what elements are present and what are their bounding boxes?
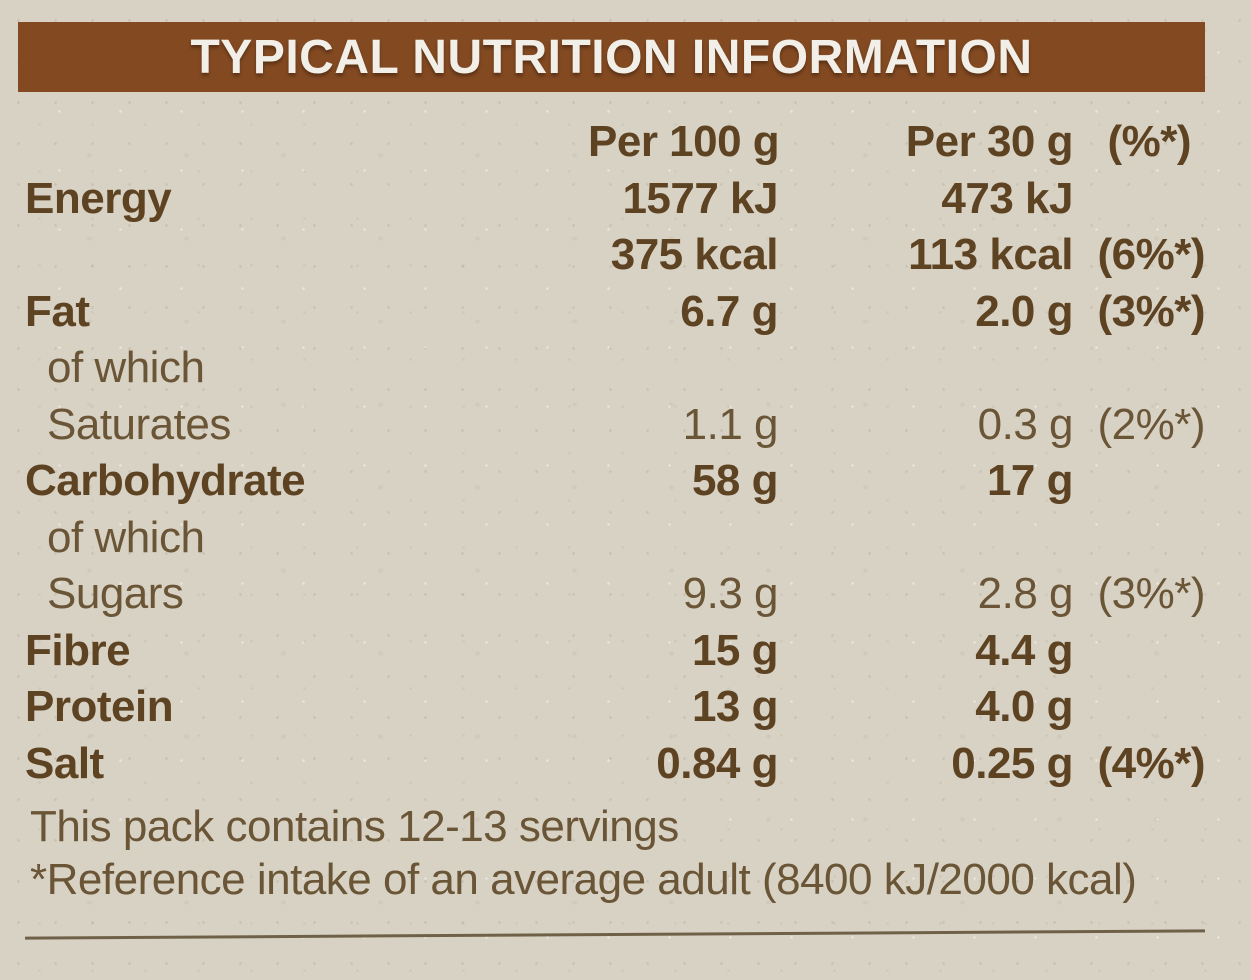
value-per-100g: 6.7 g [680,286,778,336]
nutrient-label: Fibre [25,625,131,675]
nutrient-label: Fat [25,286,90,336]
table-row: Energy 1577 kJ 473 kJ [25,171,1205,228]
value-per-30g: 2.8 g [977,569,1074,619]
nutrient-label: Salt [25,738,104,788]
column-header-per-100g: Per 100 g [588,117,780,167]
table-row: of which [25,510,1205,567]
value-per-100g: 0.84 g [656,738,778,788]
footer-notes: This pack contains 12-13 servings *Refer… [30,800,1220,906]
value-per-100g: 9.3 g [682,569,779,619]
nutrition-table: Per 100 g Per 30 g (%*) Energy 1577 kJ 4… [0,114,1251,792]
table-row: Saturates 1.1 g 0.3 g (2%*) [25,397,1206,454]
table-body: Energy 1577 kJ 473 kJ 375 kcal 113 kcal … [25,171,1206,793]
value-per-100g: 1.1 g [682,399,779,449]
reference-intake-note: *Reference intake of an average adult (8… [30,855,1137,904]
servings-note: This pack contains 12-13 servings [30,802,679,851]
reference-intake-pct: (4%*) [1097,738,1205,788]
column-header-per-30g: Per 30 g [905,117,1074,167]
value-per-30g: 4.4 g [975,625,1073,675]
nutrient-label: Protein [25,682,174,732]
value-per-30g: 0.25 g [951,738,1073,788]
page-title: TYPICAL NUTRITION INFORMATION [190,30,1033,84]
reference-intake-pct: (6%*) [1097,230,1205,280]
nutrient-label: Saturates [47,399,231,449]
column-header-reference-intake: (%*) [1107,117,1191,167]
nutrient-label: Energy [25,173,172,223]
value-per-30g: 2.0 g [975,286,1073,336]
table-row: 375 kcal 113 kcal (6%*) [25,227,1206,284]
table-row: Protein 13 g 4.0 g [25,679,1205,736]
table-row: Fat 6.7 g 2.0 g (3%*) [25,284,1206,341]
value-per-30g: 473 kJ [941,173,1073,223]
table-row: Sugars 9.3 g 2.8 g (3%*) [25,566,1206,623]
table-row: Fibre 15 g 4.4 g [25,623,1205,680]
value-per-30g: 4.0 g [975,682,1073,732]
value-per-100g: 1577 kJ [622,173,778,223]
value-per-30g: 113 kcal [908,230,1073,280]
nutrient-label: Carbohydrate [25,456,306,506]
nutrient-label: Sugars [47,569,184,619]
value-per-30g: 17 g [986,456,1074,506]
reference-intake-pct: (3%*) [1097,569,1205,619]
table-row: of which [25,340,1205,397]
value-per-100g: 375 kcal [610,230,779,280]
value-per-100g: 13 g [691,682,779,732]
title-bar: TYPICAL NUTRITION INFORMATION [18,22,1205,92]
value-per-100g: 58 g [691,456,779,506]
table-row: Salt 0.84 g 0.25 g (4%*) [25,736,1206,793]
nutrient-label: of which [47,512,205,562]
table-header-row: Per 100 g Per 30 g (%*) [25,114,1205,171]
bottom-divider [25,929,1205,940]
value-per-30g: 0.3 g [977,399,1074,449]
table-row: Carbohydrate 58 g 17 g [25,453,1205,510]
nutrient-label: of which [47,343,205,393]
value-per-100g: 15 g [691,625,779,675]
reference-intake-pct: (3%*) [1097,286,1205,336]
reference-intake-pct: (2%*) [1097,399,1205,449]
